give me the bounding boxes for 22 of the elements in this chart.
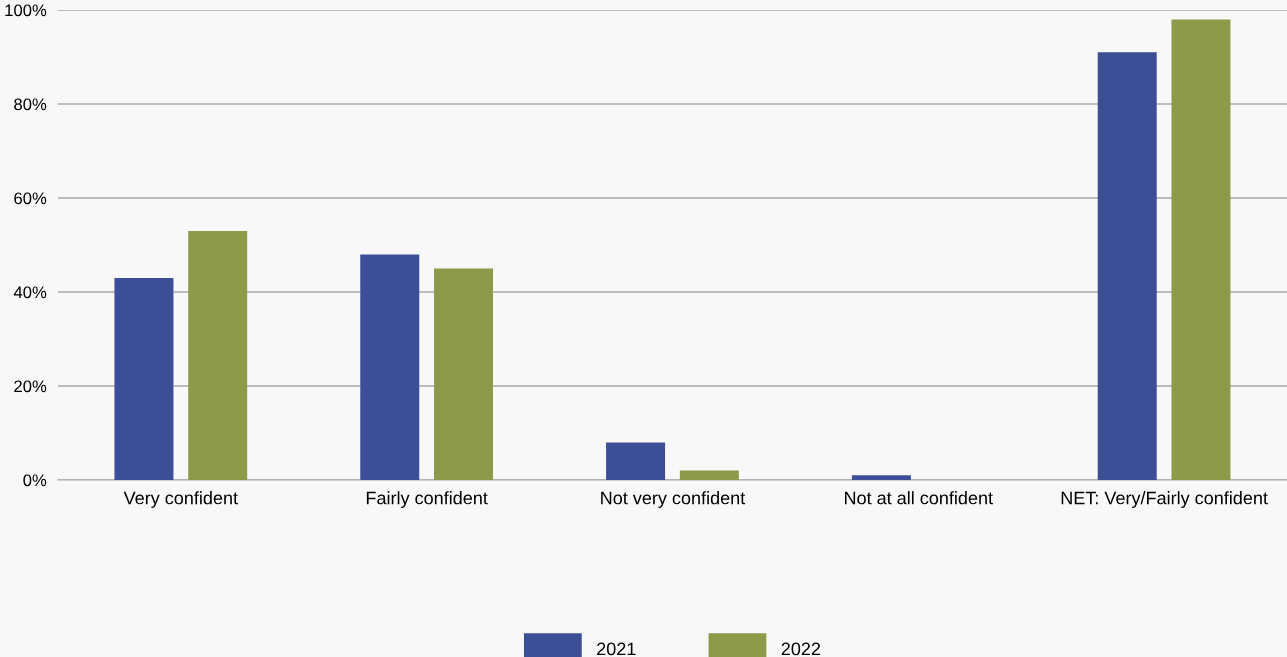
- x-tick-label: Very confident: [123, 491, 238, 508]
- y-tick-label: 0%: [23, 474, 47, 487]
- bar: [606, 442, 666, 480]
- bar: [1097, 52, 1157, 480]
- bar: [114, 277, 174, 480]
- bar: [1171, 19, 1231, 480]
- bar: [434, 268, 494, 480]
- legend-label: 2022: [781, 642, 821, 656]
- bar: [679, 470, 739, 480]
- y-tick-label: 20%: [14, 380, 47, 393]
- y-tick-label: 80%: [14, 98, 47, 111]
- x-tick-label: Fairly confident: [366, 491, 488, 508]
- bar: [188, 230, 248, 480]
- y-tick-label: 100%: [5, 4, 47, 17]
- bar: [851, 475, 911, 480]
- y-tick-label: 40%: [13, 286, 47, 299]
- x-tick-label: Not very confident: [601, 491, 746, 508]
- bar: [360, 254, 420, 480]
- y-tick-label: 60%: [14, 192, 47, 205]
- x-tick-label: NET: Very/Fairly confident: [1061, 491, 1268, 508]
- legend-label: 2021: [597, 642, 636, 656]
- x-tick-label: Not at all confident: [844, 491, 993, 505]
